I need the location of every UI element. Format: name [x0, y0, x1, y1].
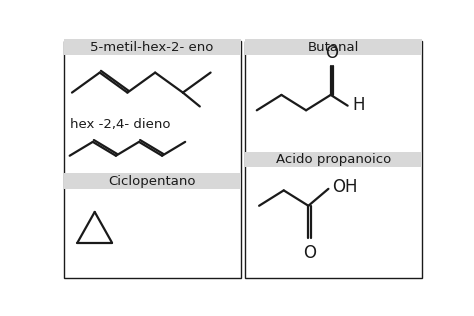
Bar — [245, 40, 422, 55]
Text: H: H — [352, 96, 365, 114]
Text: O: O — [303, 244, 316, 262]
Text: Ciclopentano: Ciclopentano — [109, 175, 196, 188]
Bar — [64, 41, 241, 278]
Bar — [64, 173, 241, 189]
Bar — [245, 152, 422, 167]
Bar — [245, 41, 422, 278]
Text: hex -2,4- dieno: hex -2,4- dieno — [70, 118, 170, 131]
Text: Acido propanoico: Acido propanoico — [276, 153, 392, 166]
Text: 5-metil-hex-2- eno: 5-metil-hex-2- eno — [91, 41, 214, 54]
Text: O: O — [325, 44, 338, 62]
Text: Butanal: Butanal — [308, 41, 359, 54]
Bar — [64, 40, 241, 55]
Text: OH: OH — [332, 178, 358, 196]
